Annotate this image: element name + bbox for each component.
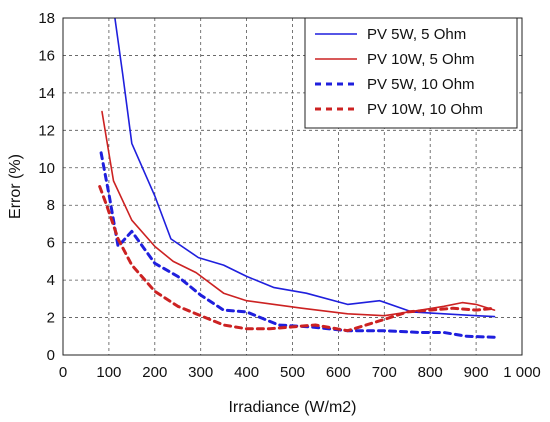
y-tick-label: 14: [38, 85, 55, 102]
series-line-1: [114, 18, 496, 318]
legend: PV 5W, 5 Ohm PV 10W, 5 Ohm PV 5W, 10 Ohm PV…: [304, 17, 518, 129]
y-axis-title: Error (%): [7, 154, 24, 219]
series-group: [98, 18, 496, 339]
series-line-2: [101, 110, 496, 317]
legend-label: PV 5W, 10 Ohm: [367, 76, 475, 93]
y-tick-label: 12: [38, 122, 55, 139]
x-tick-label: 700: [372, 364, 397, 381]
legend-item: PV 5W, 10 Ohm: [315, 76, 475, 93]
y-tick-label: 2: [47, 310, 55, 327]
x-axis-title: Irradiance (W/m2): [228, 399, 356, 416]
y-tick-label: 8: [47, 197, 55, 214]
y-tick-label: 4: [47, 272, 55, 289]
y-tick-label: 6: [47, 235, 55, 252]
x-tick-label: 100: [96, 364, 121, 381]
legend-item: PV 10W, 10 Ohm: [315, 101, 483, 118]
x-tick-label: 800: [418, 364, 443, 381]
y-tick-label: 18: [38, 10, 55, 27]
tick-labels: 0 100 200 300 400 500 600 700 800 900 1 000 0 2 4 6 8 10…: [38, 10, 540, 381]
legend-item: PV 10W, 5 Ohm: [315, 51, 475, 68]
legend-label: PV 5W, 5 Ohm: [367, 26, 466, 43]
x-tick-label: 0: [59, 364, 67, 381]
legend-label: PV 10W, 10 Ohm: [367, 101, 483, 118]
series-line-4: [98, 185, 496, 333]
x-tick-label: 200: [142, 364, 167, 381]
x-tick-label: 600: [326, 364, 351, 381]
y-tick-label: 0: [47, 347, 55, 364]
plot-frame: [62, 17, 523, 356]
legend-box: [304, 17, 518, 129]
x-tick-label: 1 000: [503, 364, 541, 381]
y-tick-label: 16: [38, 47, 55, 64]
series-line-3: [99, 151, 496, 339]
x-tick-label: 900: [464, 364, 489, 381]
legend-label: PV 10W, 5 Ohm: [367, 51, 475, 68]
y-tick-label: 10: [38, 160, 55, 177]
legend-item: PV 5W, 5 Ohm: [315, 26, 466, 43]
x-tick-label: 400: [234, 364, 259, 381]
x-tick-label: 500: [280, 364, 305, 381]
x-tick-label: 300: [188, 364, 213, 381]
